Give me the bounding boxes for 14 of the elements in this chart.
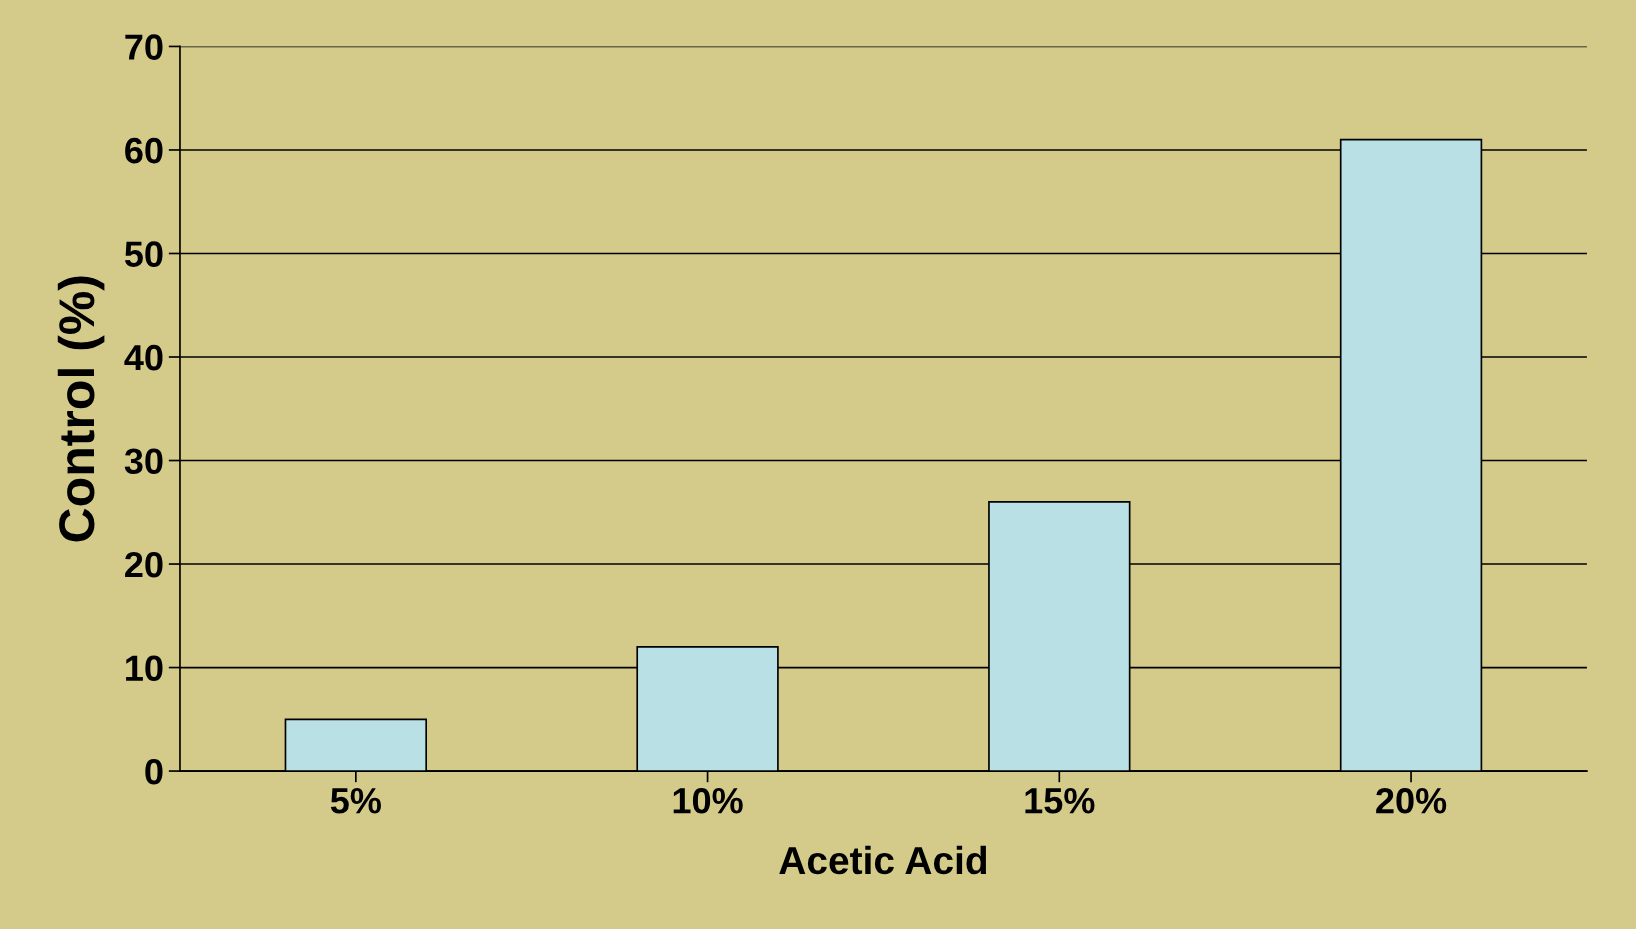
y-tick-label: 10 xyxy=(126,655,163,681)
y-axis-title: Control (%) xyxy=(57,276,105,542)
y-tick-label: 20 xyxy=(125,551,163,578)
y-tick-label: 40 xyxy=(124,344,163,371)
x-axis-title: Acetic Acid xyxy=(779,845,987,875)
x-tick-label: 5% xyxy=(330,788,381,814)
x-tick-label: 15% xyxy=(1025,788,1095,814)
y-tick-label: 60 xyxy=(125,137,163,164)
y-tick-label: 50 xyxy=(124,241,163,267)
y-tick-label: 70 xyxy=(125,34,163,60)
y-tick-label: 30 xyxy=(124,448,163,475)
x-tick-label: 20% xyxy=(1376,788,1447,814)
x-tick-label: 10% xyxy=(673,788,743,814)
y-tick-label: 0 xyxy=(145,758,163,785)
